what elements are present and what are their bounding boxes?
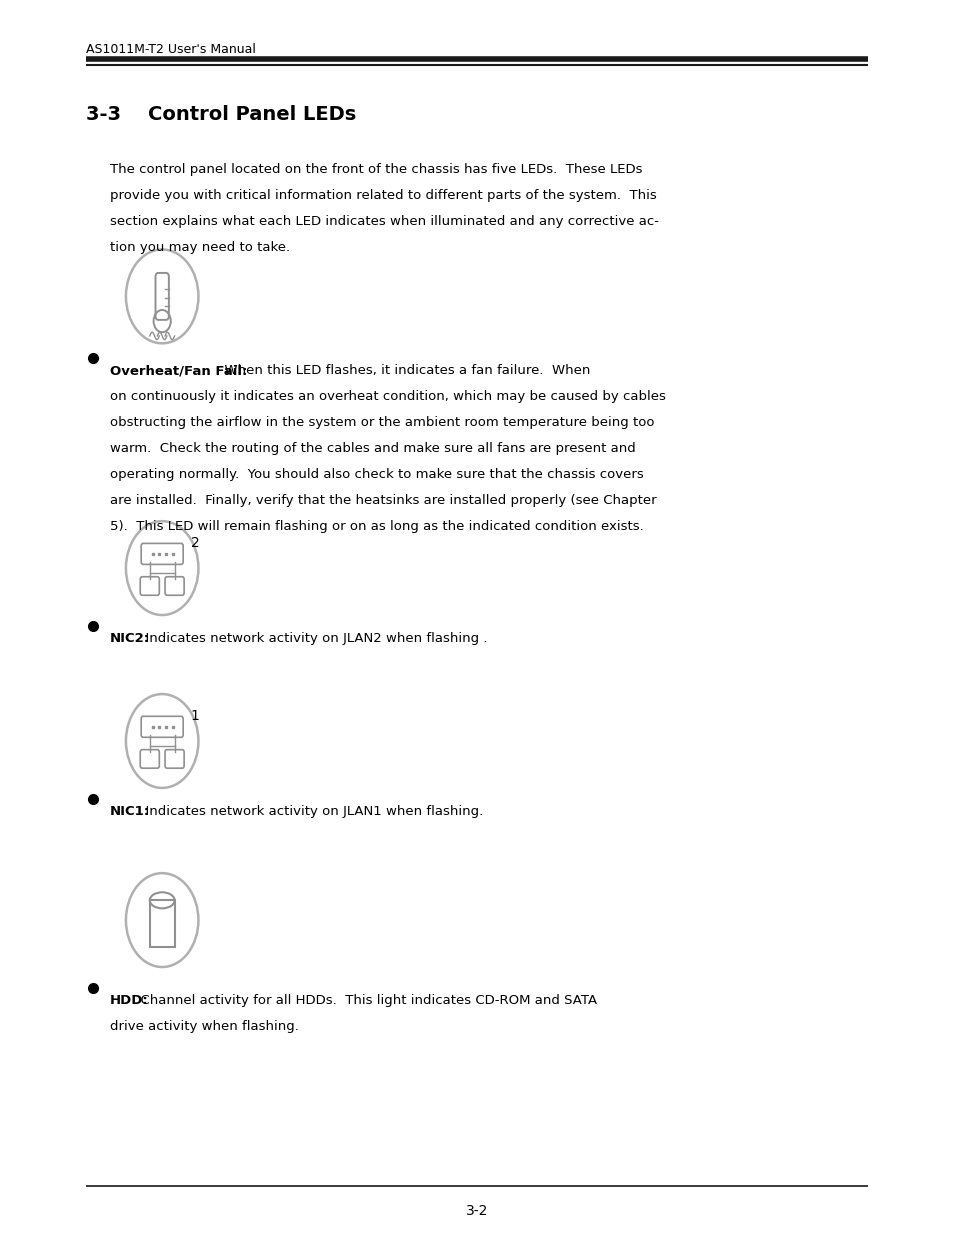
Text: Indicates network activity on JLAN2 when flashing .: Indicates network activity on JLAN2 when… <box>137 632 487 646</box>
Text: The control panel located on the front of the chassis has five LEDs.  These LEDs: The control panel located on the front o… <box>110 163 641 177</box>
Text: provide you with critical information related to different parts of the system. : provide you with critical information re… <box>110 189 656 203</box>
Text: HDD:: HDD: <box>110 994 149 1008</box>
Text: drive activity when flashing.: drive activity when flashing. <box>110 1020 298 1034</box>
Text: Overheat/Fan Fail:: Overheat/Fan Fail: <box>110 364 247 378</box>
Text: NIC2:: NIC2: <box>110 632 150 646</box>
Text: section explains what each LED indicates when illuminated and any corrective ac-: section explains what each LED indicates… <box>110 215 658 228</box>
Text: on continuously it indicates an overheat condition, which may be caused by cable: on continuously it indicates an overheat… <box>110 390 665 404</box>
Text: Channel activity for all HDDs.  This light indicates CD-ROM and SATA: Channel activity for all HDDs. This ligh… <box>132 994 597 1008</box>
Text: NIC1:: NIC1: <box>110 805 150 819</box>
Text: 1: 1 <box>191 709 199 722</box>
Text: 5).  This LED will remain flashing or on as long as the indicated condition exis: 5). This LED will remain flashing or on … <box>110 520 642 534</box>
Text: warm.  Check the routing of the cables and make sure all fans are present and: warm. Check the routing of the cables an… <box>110 442 635 456</box>
Text: operating normally.  You should also check to make sure that the chassis covers: operating normally. You should also chec… <box>110 468 642 482</box>
Bar <box>150 900 174 947</box>
Text: AS1011M-T2 User's Manual: AS1011M-T2 User's Manual <box>86 43 255 57</box>
Text: 3-2: 3-2 <box>465 1204 488 1218</box>
Text: are installed.  Finally, verify that the heatsinks are installed properly (see C: are installed. Finally, verify that the … <box>110 494 656 508</box>
Text: 3-3    Control Panel LEDs: 3-3 Control Panel LEDs <box>86 105 355 124</box>
Text: 2: 2 <box>191 536 199 550</box>
Text: tion you may need to take.: tion you may need to take. <box>110 241 290 254</box>
Text: obstructing the airflow in the system or the ambient room temperature being too: obstructing the airflow in the system or… <box>110 416 654 430</box>
Text: When this LED flashes, it indicates a fan failure.  When: When this LED flashes, it indicates a fa… <box>216 364 590 378</box>
Text: Indicates network activity on JLAN1 when flashing.: Indicates network activity on JLAN1 when… <box>137 805 483 819</box>
